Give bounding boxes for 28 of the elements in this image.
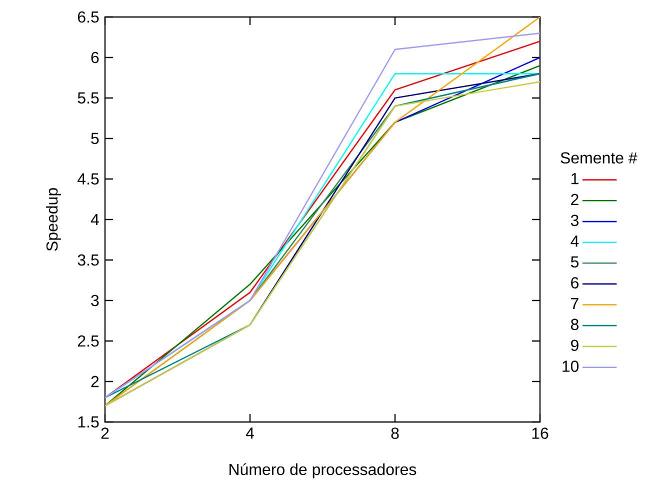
legend-label: 2 <box>571 194 578 206</box>
legend-label: 9 <box>571 340 578 352</box>
x-axis-title: Número de processadores <box>230 463 416 478</box>
x-tick-label: 16 <box>532 428 548 439</box>
legend-label: 1 <box>572 173 578 184</box>
y-tick-label: 5 <box>91 132 99 144</box>
legend-title: Semente # <box>560 152 638 164</box>
legend-label: 10 <box>562 360 579 372</box>
y-tick-label: 5.5 <box>78 92 99 104</box>
y-tick-label: 4 <box>90 214 99 226</box>
y-tick-label: 6.5 <box>78 11 99 23</box>
y-tick-label: 6 <box>91 52 99 64</box>
y-tick-label: 1.5 <box>78 416 99 428</box>
x-tick-label: 8 <box>391 428 399 439</box>
y-tick-label: 2.5 <box>78 335 99 347</box>
legend-label: 8 <box>570 318 578 330</box>
legend-label: 3 <box>570 214 578 226</box>
x-tick-label: 4 <box>246 428 254 439</box>
y-tick-label: 4.5 <box>78 173 99 185</box>
y-tick-label: 3 <box>91 294 99 306</box>
y-axis-title: Speedup <box>46 188 61 251</box>
x-tick-label: 2 <box>101 428 109 439</box>
y-tick-label: 2 <box>91 376 99 388</box>
y-tick-label: 3.5 <box>78 254 99 266</box>
legend-label: 6 <box>571 277 578 288</box>
legend-label: 4 <box>570 236 579 247</box>
legend-label: 5 <box>570 256 579 268</box>
legend-label: 7 <box>571 298 578 310</box>
